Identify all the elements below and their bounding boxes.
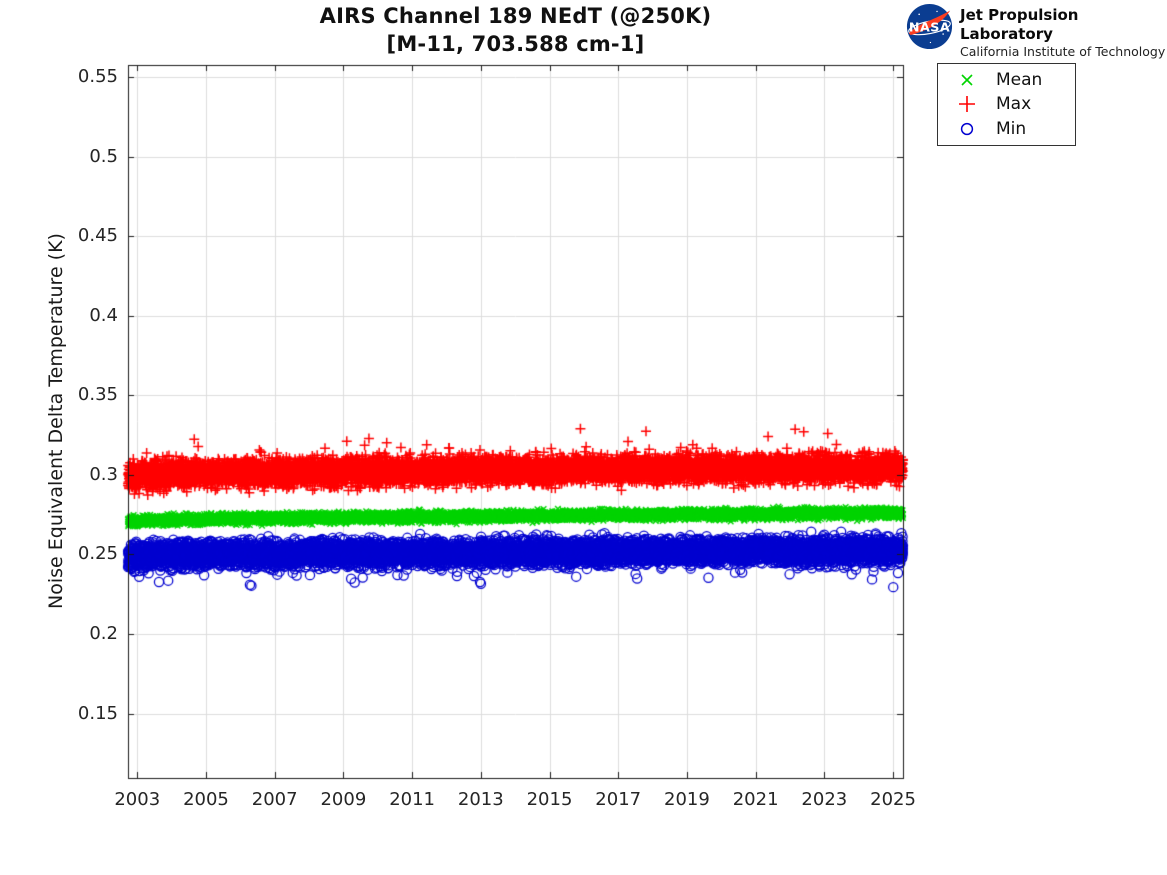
chart-title: AIRS Channel 189 NEdT (@250K) [M-11, 703… xyxy=(128,2,903,58)
legend-item-max: Max xyxy=(938,92,1075,116)
x-tick-label: 2025 xyxy=(870,789,916,810)
y-tick-label: 0.55 xyxy=(77,65,118,87)
x-tick-label: 2015 xyxy=(526,789,573,810)
legend-label: Max xyxy=(996,94,1032,115)
chart-title-line1: AIRS Channel 189 NEdT (@250K) xyxy=(319,4,712,28)
legend-item-mean: Mean xyxy=(938,68,1075,92)
jpl-name: Jet Propulsion Laboratory xyxy=(960,6,1079,43)
jpl-logo-block: NASA Jet Propulsion Laboratory Californi… xyxy=(906,3,1167,60)
jpl-logo-text: Jet Propulsion Laboratory California Ins… xyxy=(960,3,1167,60)
x-tick-label: 2007 xyxy=(251,789,298,810)
caltech-name: California Institute of Technology xyxy=(960,44,1166,59)
x-tick-label: 2011 xyxy=(389,789,435,810)
legend-marker-min-icon xyxy=(938,120,996,138)
y-tick-label: 0.15 xyxy=(77,702,118,724)
legend-marker-mean-icon xyxy=(938,71,996,89)
y-tick-label: 0.3 xyxy=(89,463,118,485)
y-tick-label: 0.45 xyxy=(77,225,118,247)
x-tick-label: 2023 xyxy=(801,789,848,810)
x-tick-label: 2017 xyxy=(595,789,642,810)
legend-label: Mean xyxy=(996,70,1043,91)
x-tick-label: 2019 xyxy=(664,789,710,810)
y-tick-label: 0.4 xyxy=(89,304,118,326)
x-tick-label: 2005 xyxy=(183,789,229,810)
x-tick-label: 2009 xyxy=(320,789,367,810)
x-tick-label: 2003 xyxy=(114,789,161,810)
legend-label: Min xyxy=(996,118,1027,139)
legend: Mean Max Min xyxy=(937,63,1076,146)
x-tick-label: 2021 xyxy=(732,789,779,810)
legend-marker-max-icon xyxy=(938,95,996,113)
y-tick-label: 0.25 xyxy=(77,543,118,565)
y-tick-label: 0.35 xyxy=(77,384,118,406)
legend-item-min: Min xyxy=(938,117,1075,141)
chart-title-line2: [M-11, 703.588 cm-1] xyxy=(386,32,645,56)
y-tick-label: 0.2 xyxy=(89,622,118,644)
nasa-logo-icon: NASA xyxy=(906,3,953,50)
svg-text:NASA: NASA xyxy=(909,20,950,35)
x-tick-label: 2013 xyxy=(457,789,504,810)
y-tick-label: 0.5 xyxy=(89,145,118,167)
